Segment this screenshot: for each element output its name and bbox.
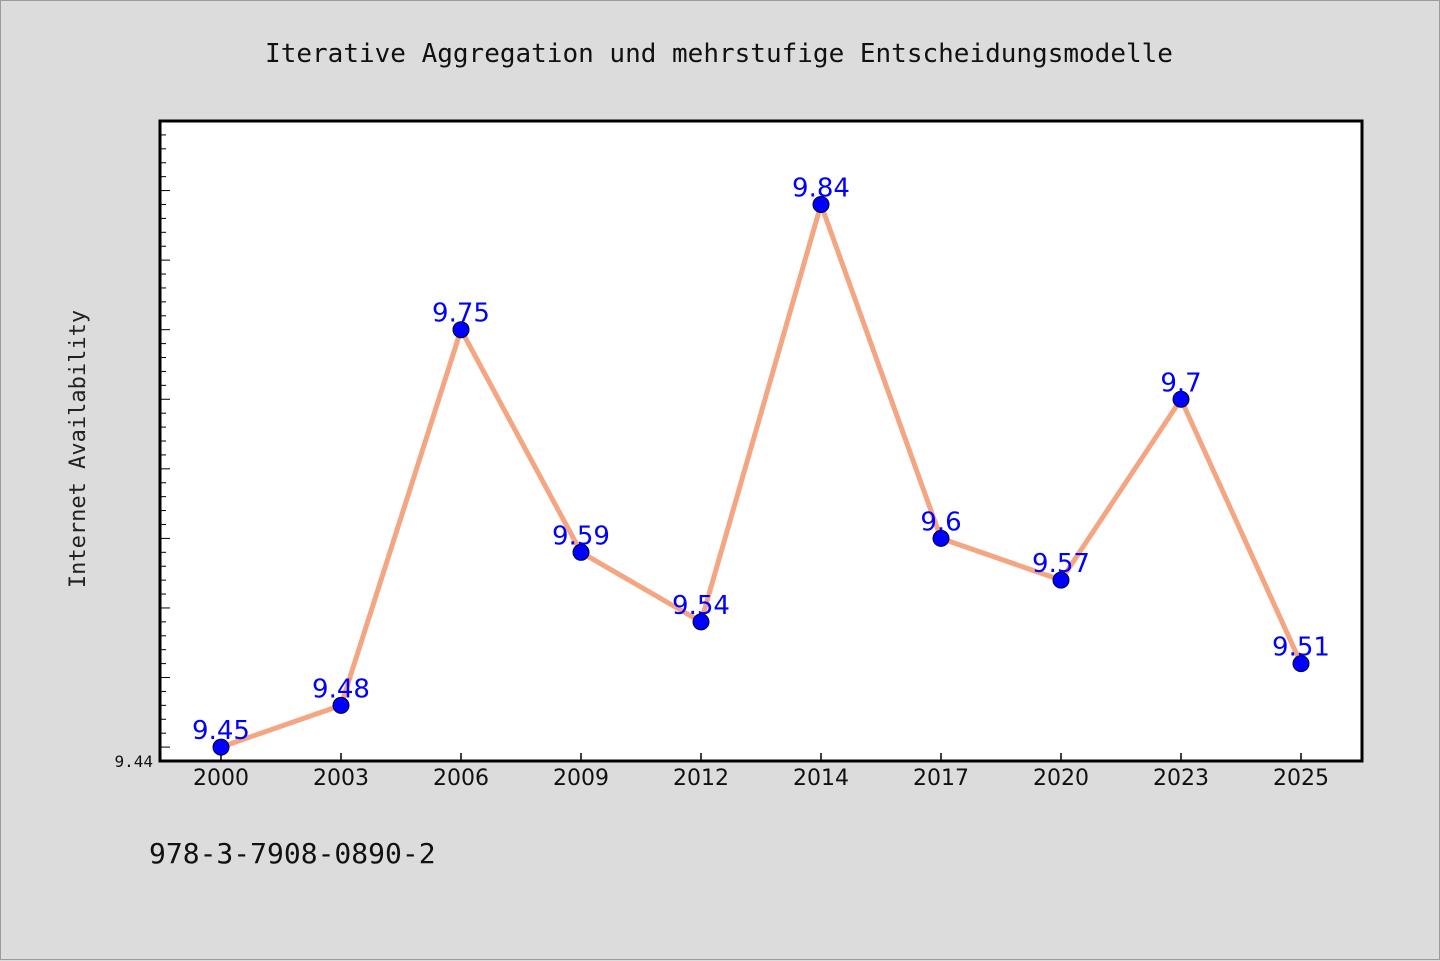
y-axis-label: Internet Availability xyxy=(66,310,91,588)
data-label: 9.75 xyxy=(432,299,490,329)
data-point-marker xyxy=(812,195,830,213)
data-point-marker xyxy=(572,543,590,561)
data-point-marker xyxy=(692,613,710,631)
x-tick-label: 2012 xyxy=(673,766,729,791)
y-tick-label: 9.44 xyxy=(114,752,153,771)
x-axis-ticks: 2000 2003 2006 2009 2012 2014 2017 2020 2023 2025 xyxy=(193,753,1329,791)
data-label: 9.59 xyxy=(552,521,610,551)
data-label: 9.7 xyxy=(1160,368,1201,398)
data-point-marker xyxy=(1292,655,1310,673)
x-tick-label: 2006 xyxy=(433,766,489,791)
data-label: 9.51 xyxy=(1272,633,1330,663)
x-tick-label: 2017 xyxy=(913,766,969,791)
x-tick-label: 2000 xyxy=(193,766,249,791)
x-tick-label: 2025 xyxy=(1273,766,1329,791)
x-tick-label: 2023 xyxy=(1153,766,1209,791)
data-label: 9.6 xyxy=(920,507,961,537)
plot-area xyxy=(158,119,1364,763)
x-tick-label: 2003 xyxy=(313,766,369,791)
data-labels-group: 9.45 9.48 9.75 9.59 9.54 9.84 9.6 9.57 9.7 9.51 xyxy=(192,173,1330,746)
chart-title: Iterative Aggregation und mehrstufige En… xyxy=(265,39,1173,69)
isbn-text: 978-3-7908-0890-2 xyxy=(149,837,436,870)
data-point-marker xyxy=(1172,390,1190,408)
data-label: 9.45 xyxy=(192,716,250,746)
markers-group xyxy=(212,195,1310,756)
x-tick-label: 2020 xyxy=(1033,766,1089,791)
data-label: 9.57 xyxy=(1032,549,1090,579)
data-point-marker xyxy=(212,738,230,756)
x-tick-label: 2009 xyxy=(553,766,609,791)
series-line xyxy=(220,201,1304,750)
data-label: 9.54 xyxy=(672,591,730,621)
data-point-marker xyxy=(452,321,470,339)
data-label: 9.48 xyxy=(312,674,370,704)
series-line-group xyxy=(220,201,1304,750)
data-point-marker xyxy=(1052,571,1070,589)
data-point-marker xyxy=(332,696,350,714)
data-label: 9.84 xyxy=(792,173,850,203)
data-point-marker xyxy=(932,529,950,547)
y-axis-ticks: 9.44 xyxy=(114,120,170,771)
x-tick-label: 2014 xyxy=(793,766,849,791)
